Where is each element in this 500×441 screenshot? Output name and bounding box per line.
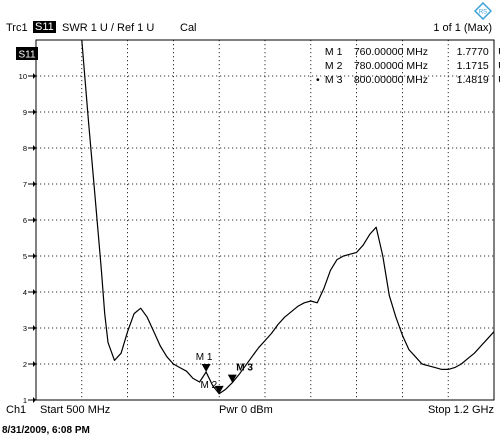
y-tick-label: 4	[23, 288, 27, 297]
trace-name[interactable]: Trc1	[6, 22, 28, 34]
marker-active-dot: •	[316, 74, 320, 86]
y-tick-arrow	[33, 289, 36, 295]
marker-frequency: 800.00000 MHz	[353, 74, 428, 86]
marker-value: 1.7770	[456, 46, 489, 58]
marker-triangle	[201, 364, 211, 373]
svg-text:RS: RS	[479, 10, 487, 16]
y-tick-arrow	[33, 217, 36, 223]
y-tick-arrow	[33, 253, 36, 259]
y-tick-arrow	[33, 73, 36, 79]
start-frequency[interactable]: Start 500 MHz	[40, 404, 111, 416]
y-tick-arrow	[33, 397, 36, 403]
calibration-status: Cal	[180, 22, 197, 34]
marker-triangle	[214, 385, 224, 394]
y-tick-label: 7	[23, 180, 27, 189]
marker-unit: U	[492, 60, 500, 72]
y-tick-label: 5	[23, 252, 27, 261]
y-tick-label: 3	[23, 324, 27, 333]
marker-label: M 1	[196, 352, 213, 363]
y-tick-label: 6	[23, 216, 27, 225]
marker-unit: U	[492, 74, 500, 86]
marker-row[interactable]: M 1 760.00000 MHz 1.7770 U	[316, 46, 500, 58]
y-tick-label: 2	[23, 360, 27, 369]
format-scale-label[interactable]: SWR 1 U / Ref 1 U	[62, 22, 155, 34]
trace-tag	[16, 47, 38, 60]
marker-id: M 1	[324, 46, 343, 58]
y-tick-label: 9	[23, 108, 27, 117]
marker-triangle	[227, 374, 237, 383]
source-power[interactable]: Pwr 0 dBm	[219, 404, 273, 416]
marker-value: 1.1715	[456, 60, 489, 72]
rohde-schwarz-diamond-icon: RS	[474, 2, 492, 20]
channel-label[interactable]: Ch1	[6, 404, 27, 416]
swr-trace-line	[81, 39, 495, 395]
y-tick-label: 1	[23, 396, 27, 405]
y-tick-arrow	[33, 109, 36, 115]
y-tick-arrow	[33, 181, 36, 187]
marker-id: M 3	[324, 74, 343, 86]
y-tick-label: 10	[19, 72, 27, 81]
measured-parameter-label[interactable]: S11	[33, 21, 56, 33]
timestamp: 8/31/2009, 6:08 PM	[2, 425, 90, 436]
marker-label: M 3	[236, 363, 253, 374]
trace-tag-label: S11	[18, 50, 35, 61]
marker-row[interactable]: M 2 780.00000 MHz 1.1715 U	[316, 60, 500, 72]
y-tick-arrow	[33, 145, 36, 151]
stop-frequency[interactable]: Stop 1.2 GHz	[427, 404, 494, 416]
y-tick-arrow	[33, 325, 36, 331]
y-tick-label: 8	[23, 144, 27, 153]
marker-row[interactable]: • M 3 800.00000 MHz 1.4819 U	[316, 74, 500, 86]
marker-id: M 2	[324, 60, 343, 72]
marker-unit: U	[492, 46, 500, 58]
marker-frequency: 780.00000 MHz	[353, 60, 428, 72]
marker-label: M 2	[201, 380, 218, 391]
y-tick-arrow	[33, 361, 36, 367]
marker-frequency: 760.00000 MHz	[353, 46, 428, 58]
page-indicator: 1 of 1 (Max)	[433, 22, 492, 34]
marker-value: 1.4819	[456, 74, 489, 86]
